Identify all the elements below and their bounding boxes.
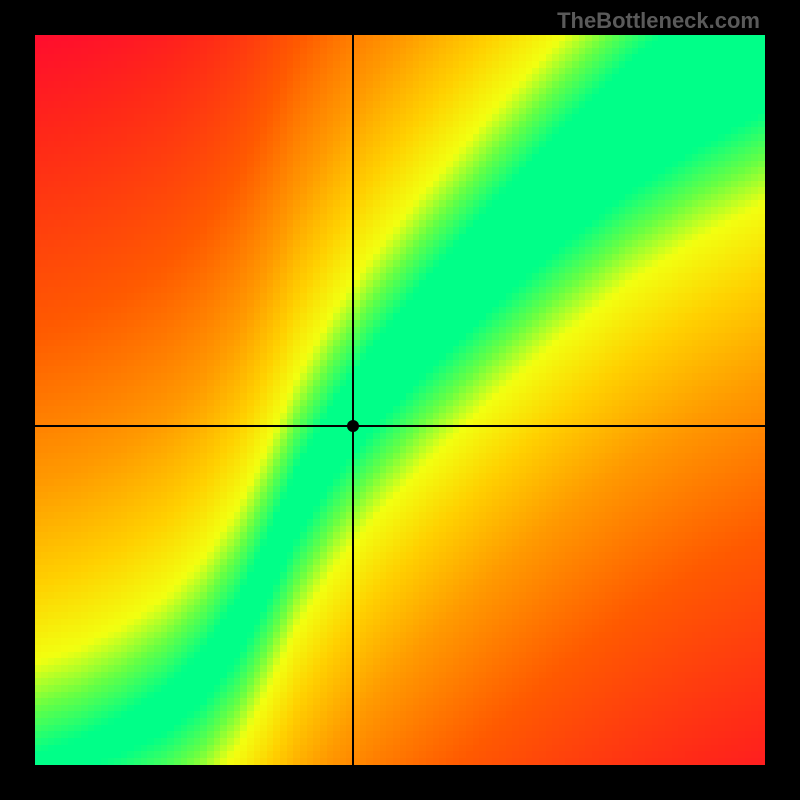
chart-container: TheBottleneck.com: [0, 0, 800, 800]
heatmap-canvas: [35, 35, 765, 765]
crosshair-vertical: [352, 35, 354, 765]
watermark-text: TheBottleneck.com: [557, 8, 760, 34]
plot-area: [35, 35, 765, 765]
crosshair-marker: [347, 420, 359, 432]
crosshair-horizontal: [35, 425, 765, 427]
